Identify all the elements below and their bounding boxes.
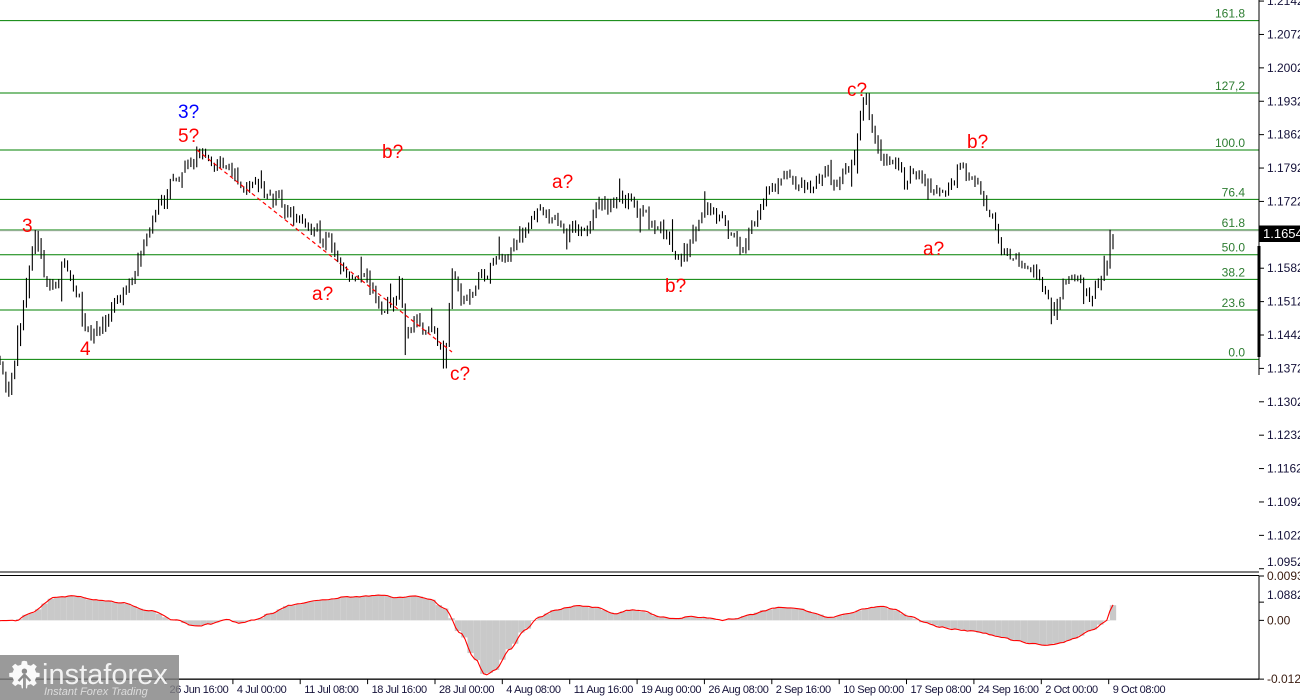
- svg-text:1.1092: 1.1092: [1267, 495, 1300, 509]
- svg-text:1.1232: 1.1232: [1267, 428, 1300, 442]
- svg-text:1.2142: 1.2142: [1267, 0, 1300, 8]
- svg-text:a?: a?: [923, 239, 944, 260]
- svg-text:24 Sep 16:00: 24 Sep 16:00: [978, 684, 1039, 696]
- svg-text:11 Jul 08:00: 11 Jul 08:00: [304, 684, 359, 696]
- svg-text:38.2: 38.2: [1222, 265, 1246, 279]
- svg-text:127,2: 127,2: [1215, 79, 1245, 93]
- svg-text:b?: b?: [382, 142, 403, 163]
- svg-text:76.4: 76.4: [1222, 185, 1246, 199]
- svg-text:100.0: 100.0: [1215, 136, 1245, 150]
- svg-text:0.00: 0.00: [1267, 613, 1291, 627]
- svg-text:4: 4: [80, 339, 91, 360]
- svg-text:2 Sep 16:00: 2 Sep 16:00: [776, 684, 831, 696]
- svg-text:1.1582: 1.1582: [1267, 261, 1300, 275]
- svg-text:4 Aug 08:00: 4 Aug 08:00: [506, 684, 561, 696]
- svg-text:c?: c?: [847, 80, 867, 101]
- svg-text:26 Aug 08:00: 26 Aug 08:00: [708, 684, 768, 696]
- svg-text:1.1022: 1.1022: [1267, 528, 1300, 542]
- svg-text:11 Aug 16:00: 11 Aug 16:00: [574, 684, 634, 696]
- svg-text:1.0952: 1.0952: [1267, 555, 1300, 569]
- svg-text:b?: b?: [665, 276, 686, 297]
- svg-text:61.8: 61.8: [1222, 216, 1246, 230]
- svg-text:1.1792: 1.1792: [1267, 161, 1300, 175]
- svg-text:0.0: 0.0: [1228, 345, 1245, 359]
- svg-text:1.1932: 1.1932: [1267, 94, 1300, 108]
- svg-text:3: 3: [22, 216, 33, 237]
- svg-text:0.00935: 0.00935: [1267, 569, 1300, 583]
- svg-text:1.1442: 1.1442: [1267, 328, 1300, 342]
- svg-text:1.2072: 1.2072: [1267, 27, 1300, 41]
- svg-text:19 Aug 00:00: 19 Aug 00:00: [641, 684, 701, 696]
- svg-text:1.1654: 1.1654: [1263, 226, 1300, 241]
- svg-text:c?: c?: [450, 364, 470, 385]
- svg-text:28 Jul 00:00: 28 Jul 00:00: [439, 684, 494, 696]
- svg-text:50.0: 50.0: [1222, 241, 1246, 255]
- svg-text:1.1862: 1.1862: [1267, 128, 1300, 142]
- svg-text:4 Jul 00:00: 4 Jul 00:00: [237, 684, 287, 696]
- svg-text:10 Sep 00:00: 10 Sep 00:00: [843, 684, 904, 696]
- svg-text:161.8: 161.8: [1215, 7, 1245, 21]
- svg-text:-0.01236: -0.01236: [1267, 672, 1300, 686]
- svg-text:5?: 5?: [178, 126, 199, 147]
- svg-text:1.1162: 1.1162: [1267, 462, 1300, 476]
- svg-text:b?: b?: [967, 132, 988, 153]
- svg-text:1.1302: 1.1302: [1267, 395, 1300, 409]
- svg-text:3?: 3?: [178, 102, 199, 123]
- svg-text:a?: a?: [552, 172, 573, 193]
- svg-text:18 Jul 16:00: 18 Jul 16:00: [372, 684, 427, 696]
- svg-text:1.1722: 1.1722: [1267, 194, 1300, 208]
- svg-text:23.6: 23.6: [1222, 296, 1246, 310]
- svg-text:1.1512: 1.1512: [1267, 295, 1300, 309]
- svg-text:1.2002: 1.2002: [1267, 61, 1300, 75]
- svg-text:1.1372: 1.1372: [1267, 361, 1300, 375]
- svg-text:a?: a?: [312, 284, 333, 305]
- svg-text:1.0882: 1.0882: [1267, 588, 1300, 602]
- svg-text:9 Oct 08:00: 9 Oct 08:00: [1113, 684, 1166, 696]
- svg-text:2 Oct 00:00: 2 Oct 00:00: [1045, 684, 1098, 696]
- svg-text:17 Sep 08:00: 17 Sep 08:00: [911, 684, 972, 696]
